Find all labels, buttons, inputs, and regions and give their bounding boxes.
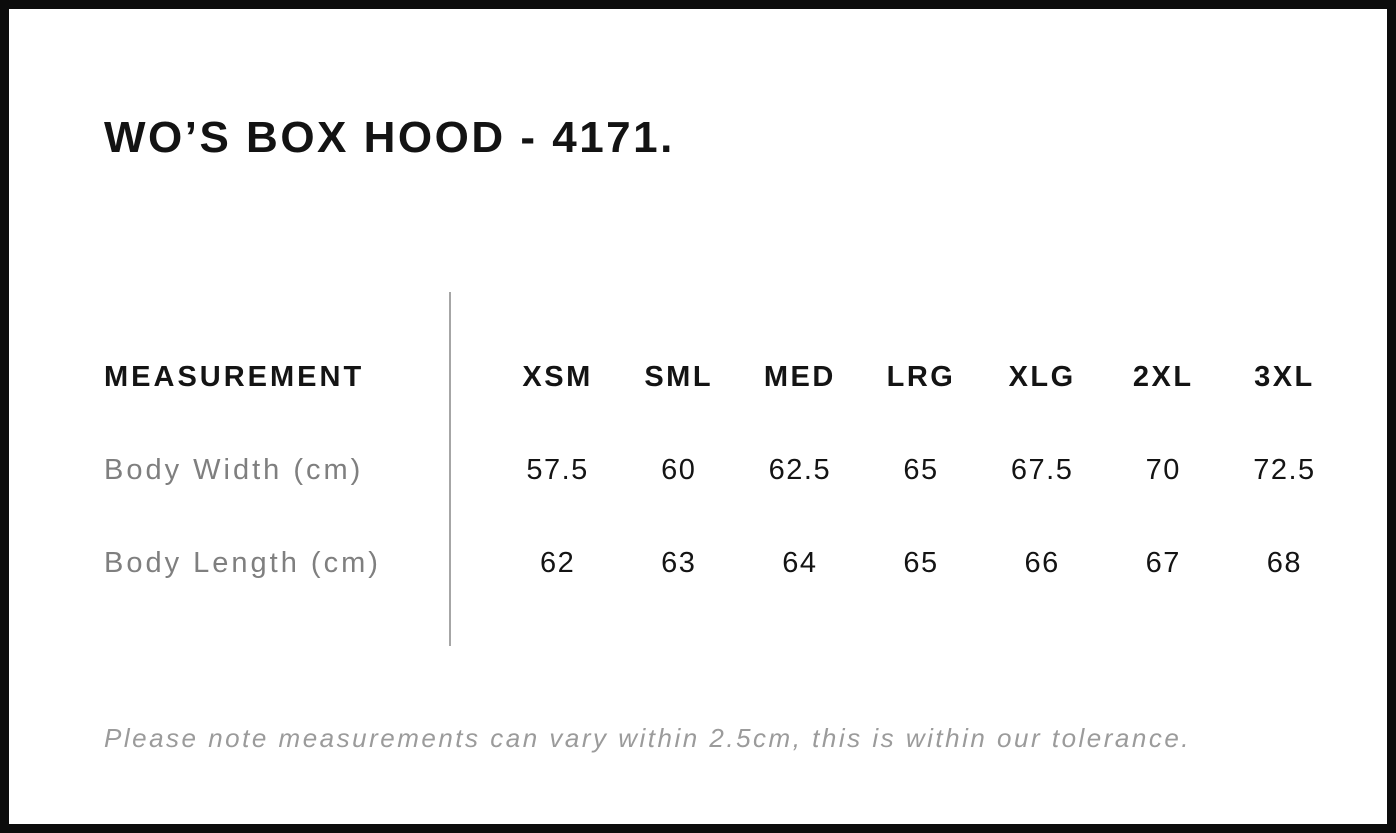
size-column-header-xsm: XSM: [522, 361, 593, 393]
body-width-value-2xl: 70: [1145, 454, 1181, 486]
body-length-value-sml: 63: [661, 547, 697, 579]
row-label-body-length: Body Length (cm): [104, 547, 381, 579]
tolerance-note: Please note measurements can vary within…: [104, 723, 1192, 753]
size-column-header-2xl: 2XL: [1132, 361, 1194, 393]
body-width-value-xlg: 67.5: [1010, 454, 1074, 486]
row-label-body-width: Body Width (cm): [104, 454, 364, 486]
body-width-value-xsm: 57.5: [526, 454, 589, 486]
body-width-value-med: 62.5: [768, 454, 832, 486]
body-length-value-med: 64: [782, 547, 818, 579]
body-length-value-3xl: 68: [1266, 547, 1303, 579]
size-column-header-med: MED: [763, 361, 836, 393]
body-width-value-lrg: 65: [903, 454, 939, 486]
body-length-value-lrg: 65: [903, 547, 939, 579]
vertical-divider: [449, 292, 451, 646]
measurement-column-header: MEASUREMENT: [104, 361, 365, 393]
body-length-value-xsm: 62: [539, 547, 576, 579]
body-length-value-2xl: 67: [1145, 547, 1181, 579]
page-title: WO’S BOX HOOD - 4171.: [104, 113, 675, 162]
size-column-header-xlg: XLG: [1008, 361, 1076, 393]
size-column-header-lrg: LRG: [886, 361, 956, 393]
body-width-value-3xl: 72.5: [1253, 454, 1316, 486]
size-column-header-sml: SML: [644, 361, 714, 393]
size-chart-table: MEASUREMENT XSM SML MED LRG XLG 2XL 3XL …: [104, 331, 1345, 610]
body-width-value-sml: 60: [661, 454, 697, 486]
size-column-header-3xl: 3XL: [1254, 361, 1315, 393]
body-length-value-xlg: 66: [1024, 547, 1060, 579]
